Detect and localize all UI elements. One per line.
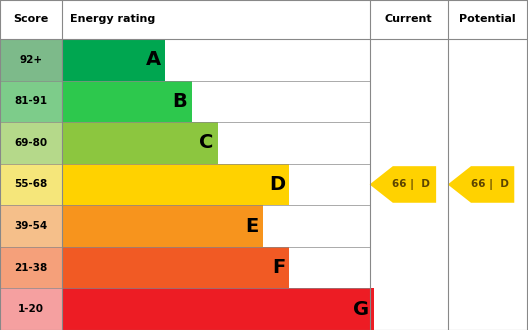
Text: G: G [353, 300, 370, 319]
Bar [0, 164, 62, 205]
Polygon shape [370, 166, 436, 203]
Bar [0, 122, 62, 164]
Text: 55-68: 55-68 [15, 180, 48, 189]
Bar [62, 288, 374, 330]
Text: E: E [246, 216, 259, 236]
Text: D: D [269, 175, 285, 194]
Text: F: F [272, 258, 285, 277]
Bar [62, 164, 289, 205]
Text: 1-20: 1-20 [18, 304, 44, 314]
Text: 66 |  D: 66 | D [470, 179, 508, 190]
Bar [62, 205, 263, 247]
Bar [62, 122, 218, 164]
Bar [0, 205, 62, 247]
Bar [62, 39, 165, 81]
Bar [62, 247, 289, 288]
Text: Score: Score [14, 15, 49, 24]
Text: 21-38: 21-38 [15, 263, 48, 273]
Text: B: B [173, 92, 187, 111]
Text: Potential: Potential [459, 15, 516, 24]
Bar [0, 81, 62, 122]
Text: 39-54: 39-54 [15, 221, 48, 231]
Text: A: A [146, 50, 161, 69]
Text: C: C [200, 133, 214, 152]
Bar [0, 39, 62, 81]
Text: 69-80: 69-80 [15, 138, 48, 148]
Text: Energy rating: Energy rating [70, 15, 155, 24]
Polygon shape [448, 166, 514, 203]
Bar [62, 81, 192, 122]
Text: Current: Current [385, 15, 432, 24]
Text: 66 |  D: 66 | D [392, 179, 430, 190]
Bar [0, 247, 62, 288]
Bar [0, 288, 62, 330]
Text: 92+: 92+ [20, 55, 43, 65]
Text: 81-91: 81-91 [15, 96, 48, 106]
